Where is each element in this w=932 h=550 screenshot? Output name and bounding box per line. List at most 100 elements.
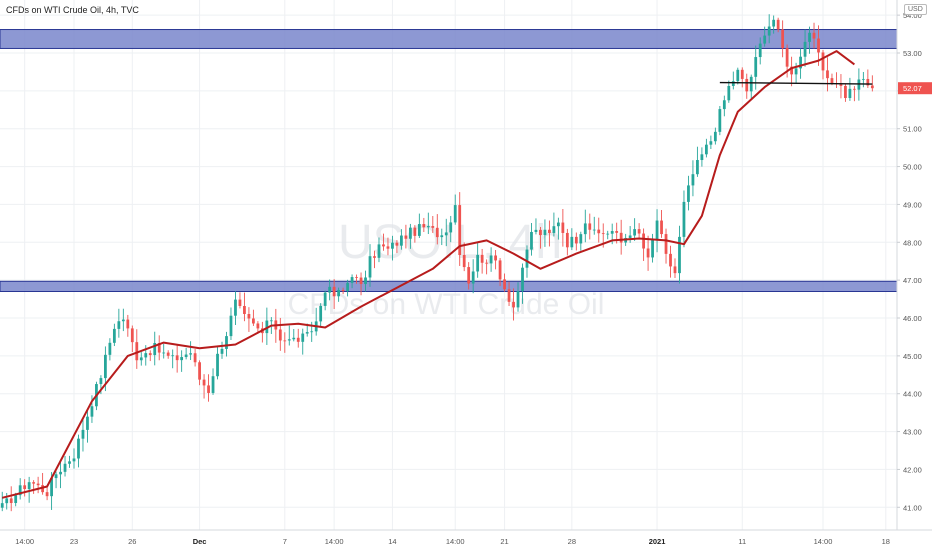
candle-body <box>148 353 152 356</box>
candle-body <box>440 235 444 238</box>
candle-body <box>382 244 385 247</box>
candle-body <box>745 78 749 92</box>
candle-body <box>776 19 780 30</box>
candle-body <box>485 262 489 264</box>
candle-body <box>50 478 53 497</box>
x-tick-label: 14:00 <box>814 537 833 546</box>
candle-body <box>601 233 605 235</box>
candle-body <box>678 236 681 274</box>
candle-body <box>54 474 58 479</box>
candle-body <box>18 485 22 496</box>
candle-body <box>480 254 484 263</box>
x-axis: 14:00 23 26 Dec 7 14:00 14 14:00 21 28 2021 11 14:00… <box>15 537 890 546</box>
candle-body <box>853 88 856 90</box>
candle-body <box>426 226 430 228</box>
candle-body <box>417 224 421 236</box>
candle-body <box>41 485 44 493</box>
candle-body <box>691 174 695 186</box>
candle-body <box>72 458 76 462</box>
candle-body <box>812 32 816 39</box>
candle-body <box>229 315 233 337</box>
candle-body <box>610 231 614 234</box>
grid-lines <box>0 0 897 530</box>
candle-body <box>130 328 134 343</box>
candle-body <box>749 76 753 92</box>
candle-body <box>431 226 435 228</box>
x-tick-label: 2021 <box>649 537 666 546</box>
x-tick-label: 14:00 <box>446 537 465 546</box>
candle-body <box>135 342 139 361</box>
candle-body <box>574 236 578 244</box>
candle-body <box>767 26 771 36</box>
candle-body <box>803 41 807 57</box>
x-tick-label: 23 <box>70 537 78 546</box>
candle-body <box>664 234 668 254</box>
candle-body <box>530 231 533 250</box>
candle-body <box>870 85 874 89</box>
watermark-description: CFDs on WTI Crude Oil <box>288 288 605 321</box>
candle-body <box>350 277 354 283</box>
y-tick-label: 51.00 <box>903 125 922 134</box>
candle-body <box>534 229 538 232</box>
candle-body <box>112 328 116 343</box>
candle-body <box>59 471 62 475</box>
candle-body <box>162 352 166 354</box>
candle-body <box>758 43 762 58</box>
candle-body <box>646 248 650 258</box>
y-tick-label: 46.00 <box>903 314 922 323</box>
candle-body <box>633 229 637 236</box>
y-tick-label: 48.00 <box>903 238 922 247</box>
candle-body <box>637 229 641 234</box>
candle-body <box>781 29 785 49</box>
candle-body <box>785 48 789 67</box>
candle-body <box>301 333 305 342</box>
candle-body <box>498 260 502 280</box>
candle-body <box>310 331 314 333</box>
candle-body <box>81 429 85 439</box>
candle-body <box>27 482 31 490</box>
x-tick-label: 11 <box>738 537 746 546</box>
candle-body <box>539 229 542 236</box>
candle-body <box>422 224 426 228</box>
candle-body <box>332 286 336 297</box>
candle-body <box>696 160 699 175</box>
candle-body <box>139 357 143 361</box>
candle-body <box>844 85 847 99</box>
y-tick-label: 47.00 <box>903 276 922 285</box>
candle-body <box>364 277 367 285</box>
candle-body <box>579 234 583 244</box>
candle-body <box>153 343 157 356</box>
candle-body <box>14 495 18 504</box>
price-badge-layer: 52.07 <box>898 82 932 95</box>
candle-body <box>794 68 798 75</box>
candle-body <box>516 291 520 308</box>
candle-body <box>521 267 524 292</box>
candle-body <box>503 279 506 290</box>
candle-body <box>817 38 820 53</box>
currency-badge[interactable]: USD <box>904 4 927 15</box>
candle-body <box>790 66 793 75</box>
x-tick-label: 14:00 <box>325 537 344 546</box>
candle-body <box>283 340 287 342</box>
candle-body <box>525 249 529 268</box>
y-tick-label: 50.00 <box>903 163 922 172</box>
candle-body <box>467 267 471 284</box>
candle-body <box>9 498 13 504</box>
candle-body <box>234 299 237 316</box>
moving-average-series <box>1 50 855 499</box>
candle-body <box>377 244 381 258</box>
candle-body <box>328 286 332 293</box>
y-tick-label: 54.00 <box>903 11 922 20</box>
candle-body <box>193 353 197 363</box>
candle-body <box>0 503 4 508</box>
x-tick-label: Dec <box>193 537 207 546</box>
x-tick-label: 14 <box>388 537 396 546</box>
candle-body <box>453 205 457 223</box>
candle-body <box>104 354 107 379</box>
candle-body <box>189 353 193 355</box>
candle-body <box>458 205 462 256</box>
candle-body <box>740 69 744 79</box>
candle-body <box>588 223 592 230</box>
candle-body <box>754 57 758 77</box>
